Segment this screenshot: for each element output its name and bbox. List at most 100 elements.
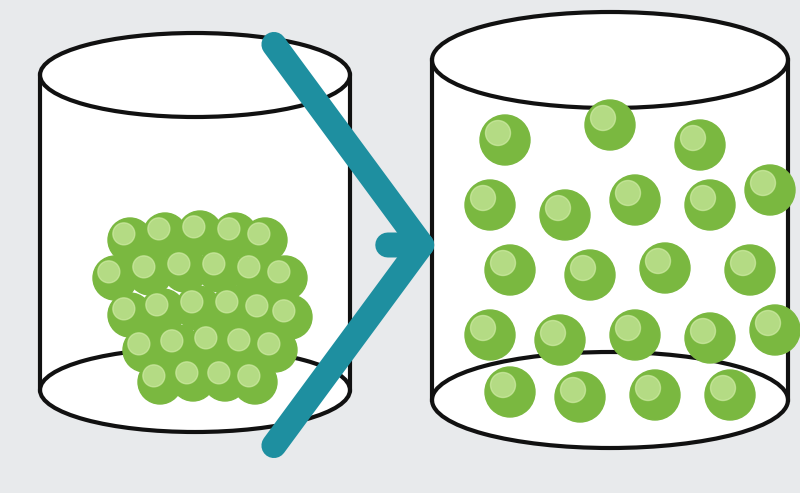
Circle shape (465, 180, 515, 230)
Circle shape (470, 185, 495, 211)
Circle shape (705, 370, 755, 420)
Circle shape (133, 256, 155, 278)
Ellipse shape (432, 352, 788, 448)
Circle shape (148, 218, 170, 240)
Circle shape (128, 251, 172, 295)
Circle shape (128, 333, 150, 355)
Circle shape (143, 365, 165, 387)
Ellipse shape (432, 12, 788, 108)
Polygon shape (432, 60, 788, 400)
Circle shape (203, 253, 225, 275)
Circle shape (610, 310, 660, 360)
Circle shape (176, 362, 198, 384)
Circle shape (480, 115, 530, 165)
Circle shape (241, 290, 285, 334)
Circle shape (195, 327, 217, 349)
Circle shape (113, 223, 135, 245)
Circle shape (141, 289, 185, 333)
Circle shape (208, 362, 230, 384)
Circle shape (138, 360, 182, 404)
Circle shape (273, 300, 295, 322)
Circle shape (258, 333, 280, 355)
Circle shape (755, 311, 781, 336)
Circle shape (590, 106, 615, 131)
Circle shape (146, 294, 168, 316)
Circle shape (183, 216, 205, 238)
Circle shape (540, 190, 590, 240)
Circle shape (750, 171, 775, 196)
Circle shape (546, 196, 570, 220)
Circle shape (610, 175, 660, 225)
Circle shape (685, 180, 735, 230)
Circle shape (233, 360, 277, 404)
Circle shape (745, 165, 795, 215)
Circle shape (485, 367, 535, 417)
Circle shape (710, 376, 735, 400)
Circle shape (113, 298, 135, 320)
Circle shape (750, 305, 800, 355)
Polygon shape (40, 75, 350, 390)
Circle shape (123, 328, 167, 372)
Circle shape (248, 223, 270, 245)
Circle shape (730, 250, 755, 276)
Circle shape (108, 293, 152, 337)
Circle shape (163, 248, 207, 292)
Circle shape (203, 357, 247, 401)
Circle shape (465, 310, 515, 360)
Circle shape (561, 378, 586, 402)
Circle shape (635, 376, 661, 400)
Circle shape (490, 250, 515, 276)
Circle shape (585, 100, 635, 150)
Circle shape (675, 120, 725, 170)
Circle shape (490, 373, 515, 397)
Circle shape (681, 126, 706, 150)
Circle shape (535, 315, 585, 365)
Circle shape (646, 248, 670, 274)
Circle shape (485, 245, 535, 295)
Circle shape (565, 250, 615, 300)
Circle shape (168, 253, 190, 275)
Circle shape (211, 286, 255, 330)
Circle shape (228, 329, 250, 351)
Circle shape (541, 320, 566, 346)
Circle shape (156, 325, 200, 369)
Circle shape (178, 211, 222, 255)
Circle shape (263, 256, 307, 300)
Circle shape (630, 370, 680, 420)
Circle shape (725, 245, 775, 295)
Circle shape (161, 330, 183, 352)
Circle shape (218, 218, 240, 240)
Circle shape (181, 291, 203, 313)
Circle shape (216, 291, 238, 313)
Circle shape (470, 316, 495, 341)
Circle shape (640, 243, 690, 293)
Circle shape (198, 248, 242, 292)
Circle shape (615, 180, 641, 206)
Circle shape (690, 318, 715, 344)
Circle shape (238, 256, 260, 278)
Ellipse shape (40, 348, 350, 432)
Circle shape (246, 295, 268, 317)
Circle shape (253, 328, 297, 372)
Circle shape (108, 218, 152, 262)
Circle shape (690, 185, 715, 211)
Circle shape (238, 365, 260, 387)
Circle shape (213, 213, 257, 257)
Circle shape (555, 372, 605, 422)
Circle shape (143, 213, 187, 257)
Circle shape (190, 322, 234, 366)
Ellipse shape (40, 33, 350, 117)
Circle shape (233, 251, 277, 295)
Circle shape (171, 357, 215, 401)
Circle shape (268, 261, 290, 283)
Circle shape (268, 295, 312, 339)
Circle shape (615, 316, 641, 341)
Circle shape (243, 218, 287, 262)
Circle shape (223, 324, 267, 368)
Circle shape (570, 255, 595, 281)
Circle shape (486, 120, 510, 145)
Circle shape (176, 286, 220, 330)
Circle shape (98, 261, 120, 283)
Circle shape (685, 313, 735, 363)
Circle shape (93, 256, 137, 300)
